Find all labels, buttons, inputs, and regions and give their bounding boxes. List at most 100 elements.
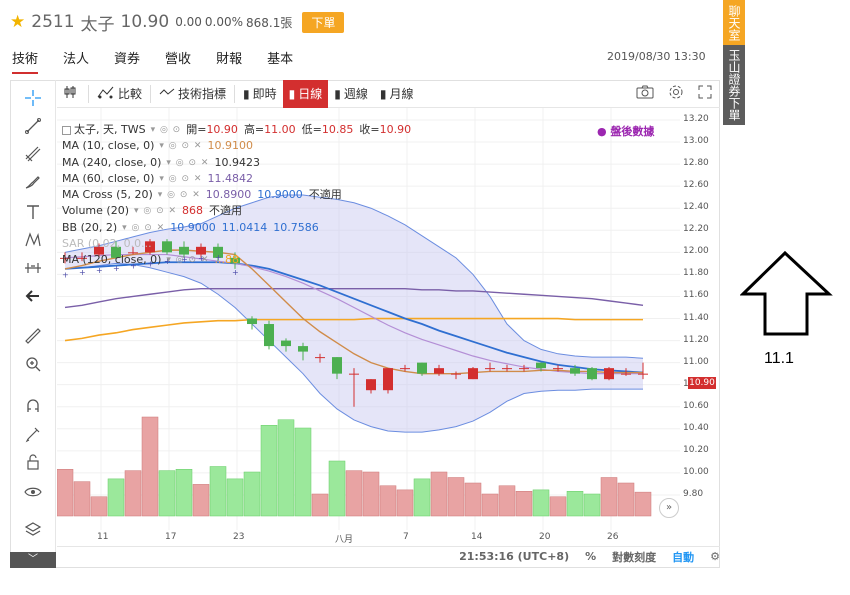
unlock-icon[interactable] [22,452,44,474]
candle-body [536,362,546,369]
ma60-line [64,261,644,374]
legend-row-controls[interactable]: ▾ ◎ ⊙ [150,125,182,135]
price-chart[interactable]: + + + + + + + + + + + [57,108,682,530]
bollinger-band [65,194,643,433]
volume-bar [345,470,363,517]
sar-point: + [164,257,171,266]
sar-point: + [198,254,205,263]
candle-type-button[interactable] [57,80,86,108]
legend-row-controls[interactable]: ▾ ◎ ⊙ ✕ [159,141,203,152]
tab-revenue[interactable]: 營收 [165,52,192,67]
up-arrow-annotation [740,250,833,336]
camera-icon[interactable] [636,85,654,103]
prediction-icon[interactable] [22,258,44,280]
volume-bar [158,470,176,517]
ma10-line [64,249,643,375]
candle-body [128,252,138,254]
price-axis-tick: 11.40 [683,312,709,323]
legend-ma60-row: MA (60, close, 0) ▾ ◎ ⊙ ✕ 11.4842 [62,171,417,187]
stock-code: 2511 [31,12,75,32]
tab-basic[interactable]: 基本 [267,52,294,67]
fullscreen-icon[interactable] [698,85,712,103]
sar-point: + [79,268,86,277]
brush-icon[interactable] [22,172,44,194]
scroll-to-latest-button[interactable]: » [659,498,679,518]
candle-body [247,318,257,325]
tab-technical[interactable]: 技術 [12,48,39,74]
legend-row-controls[interactable]: ▾ ◎ ⊙ ✕ [122,222,166,233]
interval-realtime-button[interactable]: ▮ 即時 [237,80,283,108]
tab-margin[interactable]: 資券 [114,52,141,67]
sar-point: + [96,266,103,275]
legend-macross-v1: 10.8900 [205,188,252,202]
toolbar-divider [234,84,236,103]
pitchfork-icon[interactable] [22,144,44,166]
auto-scale-toggle[interactable]: 自動 [672,550,695,564]
candle-body [332,357,342,374]
volume-bar [430,471,448,517]
sar-point: + [62,270,69,279]
trend-line-icon[interactable] [22,116,44,138]
chevron-down-icon[interactable]: ﹀ [10,552,56,568]
price-axis-tick: 12.40 [683,202,709,213]
price-axis-tick: 12.00 [683,246,709,257]
legend-row-controls[interactable]: ▾ ◎ ⊙ ✕ [134,206,178,217]
legend-row-controls[interactable]: ▾ ◎ ⊙ ✕ [159,173,203,184]
price-change-pct: 0.00% [204,15,244,29]
interval-daily-button[interactable]: ▮ 日線 [282,79,329,108]
volume-bar [311,493,329,517]
moving-average-lines [64,194,644,433]
chat-room-tab[interactable]: 聊天室 [723,0,745,45]
back-arrow-icon[interactable] [22,286,44,308]
percent-scale-toggle[interactable]: % [585,550,597,563]
legend-ma10-row: MA (10, close, 0) ▾ ◎ ⊙ ✕ 10.9100 [62,138,417,154]
time-axis[interactable]: 11 17 23 八月 7 14 20 26 [57,530,682,546]
pattern-icon[interactable] [22,230,44,252]
indicators-button[interactable]: 技術指標 [153,80,232,108]
legend-ma240-label: MA (240, close, 0) [62,155,162,169]
status-gear-icon[interactable]: ⚙ [710,550,720,563]
candle-body [366,379,376,391]
candle-body [77,257,87,259]
interval-monthly-button[interactable]: ▮ 月線 [374,80,420,108]
legend-row-controls[interactable]: ▾ ◎ ⊙ ✕ [166,157,210,168]
candle-body [621,373,631,375]
candle-body [196,246,206,255]
legend-row-controls[interactable]: ▾ ◎ ⊙ ✕ [157,190,201,201]
tab-financials[interactable]: 財報 [216,52,243,67]
lock-drawing-icon[interactable] [22,424,44,446]
open-value: 10.90 [206,123,238,136]
collapse-toggle-icon[interactable] [62,125,71,135]
compare-button[interactable]: 比較 [91,80,148,108]
text-tool-icon[interactable] [22,202,44,224]
interval-weekly-button[interactable]: ▮ 週線 [328,80,374,108]
volume-bar [57,469,74,517]
zoom-in-icon[interactable] [22,354,44,376]
favorite-star-icon[interactable]: ★ [10,12,26,32]
volume-bar [447,477,465,517]
magnet-icon[interactable] [22,396,44,418]
toolbar-right-icons [622,80,712,108]
price-axis-tick: 11.00 [683,356,709,367]
legend-main-label: 太子, 天, TWS [74,123,146,136]
legend-volume-note: 不適用 [209,204,243,218]
tab-institutional[interactable]: 法人 [63,52,90,67]
legend-volume-value: 868 [182,204,204,218]
clock-time: 21:53:16 (UTC+8) [459,550,570,563]
candle-body [604,368,614,380]
ruler-icon[interactable] [22,326,44,348]
eye-icon[interactable] [22,482,44,504]
candlesticks [60,239,648,407]
crosshair-icon[interactable] [22,88,44,110]
compare-label: 比較 [118,87,143,101]
broker-order-tab[interactable]: 玉山證券下單 [723,45,745,125]
legend-volume-label: Volume (20) [62,204,129,218]
candle-body [60,257,70,259]
log-scale-toggle[interactable]: 對數刻度 [612,550,657,564]
layers-icon[interactable] [22,520,44,542]
order-button[interactable]: 下單 [302,11,345,33]
ma120-line [64,288,644,309]
legend-row-controls[interactable]: ▾ ◎ ⊙ ✕ [166,255,210,266]
settings-gear-icon[interactable] [668,84,684,104]
volume-bar [532,489,550,517]
